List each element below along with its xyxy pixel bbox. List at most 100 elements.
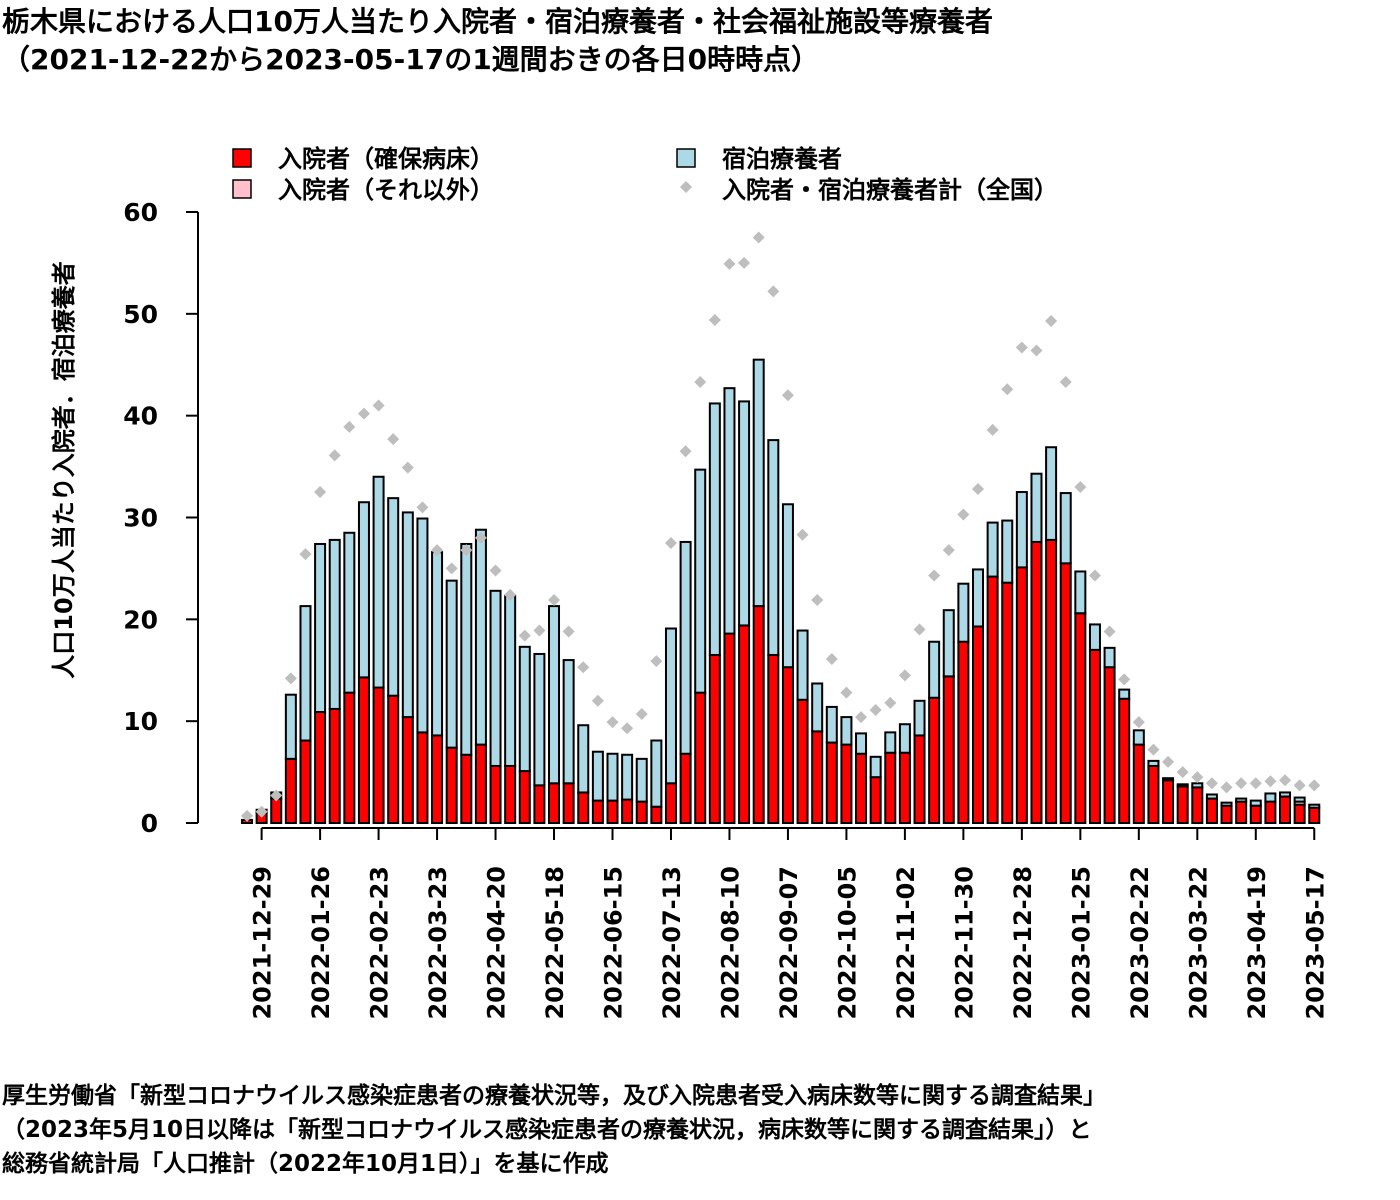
national-total-point [738,256,751,269]
bar-segment-hospital-secured [1249,804,1262,825]
bar-segment-hospital-secured [855,752,868,825]
national-total-point [708,313,721,326]
bar-segment-hospital-secured [387,694,400,824]
bar-segment-hospital-secured [299,739,312,825]
bar-segment-hotel [299,605,312,742]
national-total-point [694,376,707,389]
legend: 入院者（確保病床） 入院者（それ以外） 宿泊療養者 入院者・宿泊療養者計（全国） [232,145,1058,204]
national-total-point [460,544,473,557]
national-total-point [1030,344,1043,357]
bar-segment-hospital-secured [372,686,385,824]
bar-segment-hotel [1264,792,1277,803]
national-total-point [1147,743,1160,756]
national-total-point [913,623,926,636]
national-total-point [489,564,502,577]
national-total-point [314,486,327,499]
national-total-point [548,593,561,606]
bar-segment-hotel [518,645,531,773]
bar-segment-hotel [957,582,970,643]
bar-segment-hospital-secured [1279,795,1292,824]
bar-segment-hospital-secured [1074,612,1087,824]
bar-segment-hotel [1015,491,1028,569]
bar-segment-hospital-secured [1191,786,1204,825]
national-total-point [504,588,517,601]
bar-segment-hotel [1045,446,1058,541]
bar-segment-hospital-secured [1147,764,1160,824]
y-tick-label: 20 [123,605,158,634]
national-total-point [1162,755,1175,768]
x-tick-label: 2022-07-13 [658,866,686,1020]
bar-segment-hospital-secured [986,575,999,825]
national-total-point [972,482,984,495]
national-total-point [1220,781,1233,794]
footer-line2: （2023年5月10日以降は「新型コロナウイルス感染症患者の療養状況，病床数等に… [2,1116,1092,1143]
bar-segment-hotel [606,752,619,802]
national-total-point [898,669,911,682]
national-total-point [387,433,400,446]
national-total-point [533,624,546,637]
national-total-point [1279,774,1292,787]
bar-segment-hospital-secured [1176,785,1189,825]
bar-segment-hotel [1235,797,1248,803]
bar-segment-hospital-secured [796,698,809,825]
national-total-point [855,711,868,724]
bar-segment-hospital-secured [972,625,984,824]
national-total-point [840,686,853,699]
bar-segment-hotel [1191,782,1204,789]
bar-segment-hotel [855,732,868,755]
x-tick-label: 2022-08-10 [716,866,744,1020]
bar-segment-hospital-secured [1308,806,1321,824]
x-tick-label: 2023-01-25 [1067,866,1095,1020]
national-total-point [357,407,370,420]
bar-segment-hotel [811,682,824,733]
y-axis: 0 10 20 30 40 50 60 [123,198,199,838]
bar-segment-hotel [1279,791,1292,798]
bar-segment-hospital-secured [474,743,487,824]
bar-segment-hotel [548,605,561,785]
bar-segment-hospital-secured [591,799,604,825]
footer-line1: 厚生労働省「新型コロナウイルス感染症患者の療養状況等，及び入院患者受入病床数等に… [2,1082,1106,1109]
bar-segment-hospital-secured [694,691,707,824]
national-total-point [1045,314,1058,327]
x-tick-label: 2022-11-30 [950,866,978,1020]
national-total-point [811,593,824,606]
bar-segment-hotel [694,468,707,694]
bar-segment-hotel [869,755,882,779]
national-total-point [1235,777,1248,790]
bar-segment-hospital-secured [489,764,502,824]
national-total-point [1088,569,1101,582]
y-tick-label: 40 [123,402,158,431]
bar-segment-hotel [1132,729,1145,746]
bar-segment-hospital-secured [650,805,663,824]
y-tick-label: 0 [141,809,158,838]
x-tick-label: 2022-11-02 [892,866,920,1020]
legend-swatch-hotel [676,148,696,168]
bar-segment-hospital-secured [869,776,882,824]
legend-label-hospital-other: 入院者（それ以外） [278,176,494,204]
bar-segment-hospital-secured [1103,666,1116,824]
x-tick-label: 2022-02-23 [366,866,394,1020]
x-tick-label: 2023-03-22 [1184,866,1212,1020]
bar-segment-hotel [825,705,838,744]
national-total-point [270,789,283,802]
bar-segment-hotel [431,551,444,737]
bar-segment-hotel [504,594,517,767]
bar-segment-hospital-secured [884,751,897,824]
chart-title-line1: 栃木県における人口10万人当たり入院者・宿泊療養者・社会福祉施設等療養者 [2,5,993,38]
bar-segment-hospital-secured [504,764,517,824]
bar-segment-hotel [738,400,751,627]
bar-segment-hotel [1293,796,1306,803]
national-total-point [241,809,253,822]
national-total-point [1249,777,1262,790]
bar-segment-hotel [781,503,794,669]
bar-segment-hospital-secured [606,799,619,825]
bar-segment-hospital-secured [284,757,297,824]
bar-segment-hotel [1220,801,1233,807]
national-total-point [372,399,385,412]
bar-segment-hotel [1030,472,1043,543]
x-tick-label: 2022-12-28 [1009,866,1037,1020]
bar-segment-hospital-secured [1059,562,1072,824]
bar-segment-hospital-secured [1205,797,1218,824]
bar-segment-hotel [986,521,999,578]
bar-segment-hospital-secured [767,653,780,824]
